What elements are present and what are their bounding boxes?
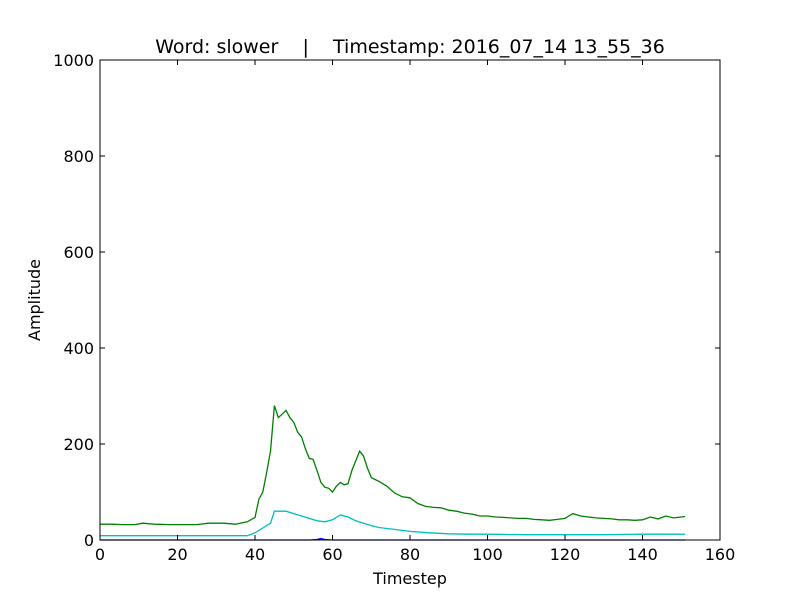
y-tick-label: 1000	[53, 51, 94, 70]
x-axis-label: Timestep	[372, 569, 447, 588]
y-tick-label: 200	[63, 435, 94, 454]
chart-title: Word: slower | Timestamp: 2016_07_14 13_…	[155, 36, 665, 58]
x-tick-label: 20	[167, 545, 187, 564]
series-line-2	[100, 510, 686, 537]
x-tick-label: 60	[322, 545, 342, 564]
y-tick-label: 600	[63, 243, 94, 262]
y-axis-label: Amplitude	[25, 259, 44, 341]
x-tick-label: 0	[95, 545, 105, 564]
x-tick-label: 120	[550, 545, 581, 564]
x-tick-label: 160	[705, 545, 736, 564]
y-axis-ticks: 0 200 400 600 800 1000	[53, 51, 720, 550]
x-tick-label: 40	[245, 545, 265, 564]
x-axis-ticks: 0 20 40 60 80 100 120 140 160	[95, 60, 735, 564]
x-tick-label: 140	[627, 545, 658, 564]
y-tick-label: 400	[63, 339, 94, 358]
y-tick-label: 0	[84, 531, 94, 550]
x-tick-label: 80	[400, 545, 420, 564]
y-tick-label: 800	[63, 147, 94, 166]
series-line-1	[100, 405, 686, 526]
x-tick-label: 100	[472, 545, 503, 564]
